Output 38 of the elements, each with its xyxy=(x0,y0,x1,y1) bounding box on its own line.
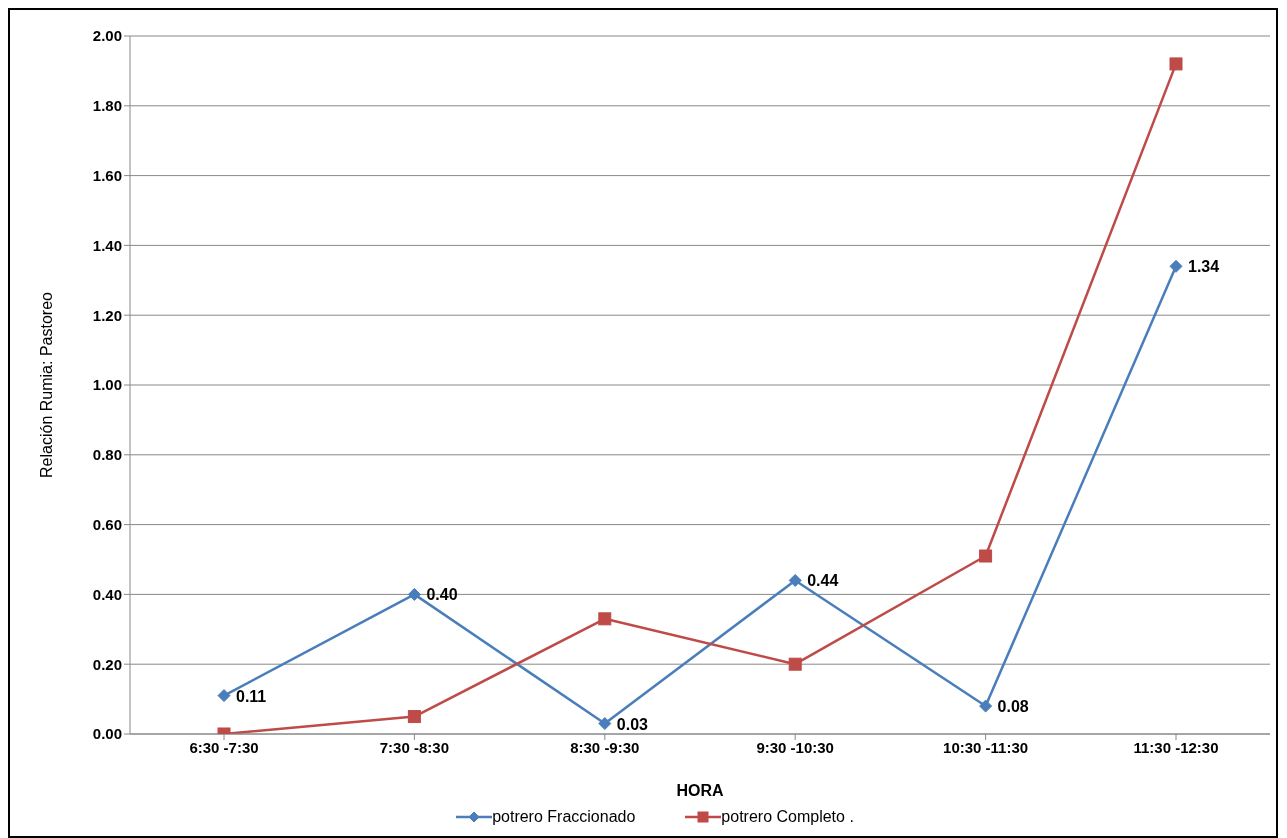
x-axis-title: HORA xyxy=(676,782,724,799)
point xyxy=(1169,57,1183,71)
x-tick-label: 11:30 -12:30 xyxy=(1133,738,1219,756)
x-tick-label: 7:30 -8:30 xyxy=(379,738,450,756)
data-label: 0.44 xyxy=(807,572,839,590)
y-tick-label: 1.60 xyxy=(92,166,122,184)
y-tick-label: 0.40 xyxy=(92,585,122,603)
y-tick-label: 2.00 xyxy=(92,27,122,45)
point xyxy=(407,587,421,601)
data-label: 0.03 xyxy=(616,715,649,733)
point xyxy=(598,612,612,626)
y-tick-label: 0.60 xyxy=(92,515,122,533)
point xyxy=(788,657,802,671)
point xyxy=(979,549,993,563)
y-axis-title: Relación Rumia: Pastoreo xyxy=(37,291,55,478)
point xyxy=(979,699,993,713)
x-tick-label: 6:30 -7:30 xyxy=(189,738,259,756)
y-tick-label: 0.20 xyxy=(92,655,122,673)
legend-label: potrero Fraccionado xyxy=(492,808,636,826)
point xyxy=(217,689,231,703)
data-label: 0.11 xyxy=(236,687,267,705)
legend-label: potrero Completo . xyxy=(721,808,854,826)
y-tick-label: 1.00 xyxy=(92,376,122,394)
x-tick-label: 8:30 -9:30 xyxy=(570,738,640,756)
x-tick-label: 10:30 -11:30 xyxy=(943,738,1029,756)
y-tick-label: 0.80 xyxy=(92,446,122,464)
data-label: 0.08 xyxy=(997,698,1029,716)
y-tick-label: 0.00 xyxy=(92,725,122,743)
y-tick-label: 1.20 xyxy=(92,306,122,324)
y-tick-label: 1.40 xyxy=(92,236,122,254)
point xyxy=(788,573,802,587)
point xyxy=(407,710,421,724)
point xyxy=(1169,259,1183,273)
x-tick-label: 9:30 -10:30 xyxy=(756,738,834,756)
data-label: 0.40 xyxy=(426,586,458,604)
data-label: 1.34 xyxy=(1188,258,1220,276)
y-tick-label: 1.80 xyxy=(92,97,122,115)
point xyxy=(598,717,612,731)
